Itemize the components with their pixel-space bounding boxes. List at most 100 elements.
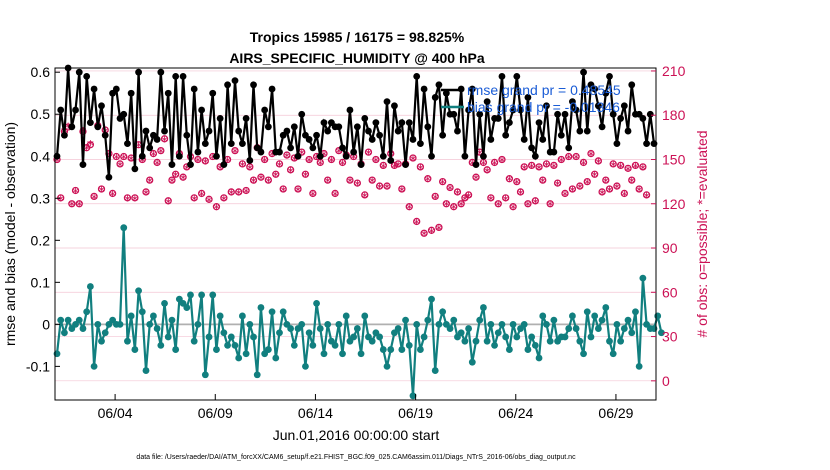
bias-point (379, 346, 387, 353)
obs-evaluated-point: * (613, 181, 620, 197)
bias-point (194, 320, 202, 328)
obs-possible-point (576, 182, 584, 190)
obs-evaluated-point: * (606, 184, 613, 200)
obs-possible-point (368, 176, 376, 184)
obs-evaluated-point: * (217, 162, 224, 178)
rmse-point (320, 119, 328, 127)
data-file-footnote: data file: /Users/raeder/DAI/ATM_forcXX/… (136, 454, 576, 461)
rmse-point (468, 85, 476, 93)
obs-possible-point (309, 189, 317, 198)
bias-point (131, 346, 139, 353)
obs-possible-point (157, 146, 165, 155)
obs-evaluated-point: * (191, 193, 198, 209)
bias-point (339, 350, 346, 358)
obs-evaluated-point: * (617, 161, 624, 177)
bias-point (446, 325, 454, 332)
obs-possible-point (68, 200, 76, 208)
obs-possible-point (383, 182, 391, 190)
bias-point (405, 341, 413, 349)
obs-possible-point (116, 160, 124, 168)
obs-evaluated-point: * (354, 179, 361, 195)
rmse-point (424, 123, 432, 131)
bias-point (591, 312, 599, 320)
rmse-point (131, 165, 139, 173)
obs-possible-point (379, 161, 387, 170)
obs-evaluated-point: * (302, 170, 309, 186)
rmse-point (83, 73, 91, 80)
rmse-point (194, 148, 202, 156)
bias-point (394, 325, 402, 332)
rmse-point (313, 131, 320, 139)
obs-possible-point (364, 148, 373, 156)
rmse-point (164, 89, 172, 97)
bias-point (569, 312, 576, 320)
bias-point (216, 312, 224, 320)
bias-point (487, 320, 495, 328)
obs-evaluated-point: * (180, 173, 187, 189)
obs-evaluated-point: * (595, 156, 602, 172)
y2-axis-label: # of obs: o=possible; *=evaluated (694, 130, 710, 337)
obs-evaluated-point: * (309, 189, 316, 205)
rmse-point (498, 73, 506, 80)
obs-possible-point (624, 164, 632, 172)
obs-possible-point (642, 191, 651, 199)
obs-evaluated-point: * (339, 158, 346, 174)
obs-possible-point (635, 185, 643, 193)
obs-possible-point (327, 155, 336, 164)
obs-possible-point (275, 160, 284, 168)
obs-evaluated-point: * (376, 181, 383, 197)
rmse-point (450, 110, 458, 118)
bias-point (320, 350, 328, 358)
obs-possible-point (168, 176, 176, 184)
obs-possible-point (394, 160, 402, 168)
obs-possible-point (197, 189, 206, 198)
obs-evaluated-point: * (161, 134, 168, 150)
rmse-point (572, 106, 580, 114)
bias-point (350, 333, 358, 341)
bias-point (264, 346, 272, 353)
obs-possible-point (305, 155, 313, 164)
bias-point (550, 316, 558, 324)
obs-possible-point (146, 176, 154, 184)
obs-evaluated-point: * (250, 176, 257, 192)
rmse-point (172, 73, 180, 80)
obs-possible-point (605, 185, 614, 193)
obs-possible-point (398, 185, 406, 193)
bias-point (413, 320, 421, 328)
rmse-point (138, 152, 146, 160)
obs-possible-point (531, 197, 539, 205)
rmse-point (209, 89, 217, 97)
obs-evaluated-point: * (124, 193, 131, 209)
bias-point (342, 312, 350, 320)
bias-point (146, 320, 154, 328)
bias-point (498, 320, 506, 328)
obs-possible-point (598, 188, 606, 196)
y2-tick-label: 150 (662, 151, 686, 167)
rmse-point (409, 136, 417, 143)
bias-point (606, 337, 613, 345)
obs-evaluated-point: * (484, 165, 491, 181)
obs-possible-point (90, 192, 98, 201)
rmse-point (75, 68, 83, 76)
obs-evaluated-point: * (165, 196, 172, 212)
obs-possible-point (242, 186, 250, 195)
rmse-point (324, 127, 332, 135)
rmse-point (372, 119, 380, 127)
rmse-point (609, 110, 617, 118)
obs-possible-point (483, 166, 491, 174)
obs-possible-point (427, 226, 436, 234)
obs-evaluated-point: * (194, 155, 201, 171)
bias-point (580, 350, 587, 358)
obs-evaluated-point: * (447, 183, 454, 199)
obs-possible-point (231, 146, 239, 155)
obs-possible-point (190, 194, 198, 202)
obs-possible-point (490, 158, 499, 167)
obs-possible-point (502, 194, 510, 202)
obs-possible-point (172, 170, 180, 178)
obs-evaluated-point: * (109, 189, 116, 205)
rmse-point (428, 152, 435, 160)
obs-evaluated-point: * (573, 152, 580, 168)
obs-evaluated-point: * (576, 181, 583, 197)
rmse-point (576, 127, 584, 135)
rmse-series (53, 64, 658, 181)
